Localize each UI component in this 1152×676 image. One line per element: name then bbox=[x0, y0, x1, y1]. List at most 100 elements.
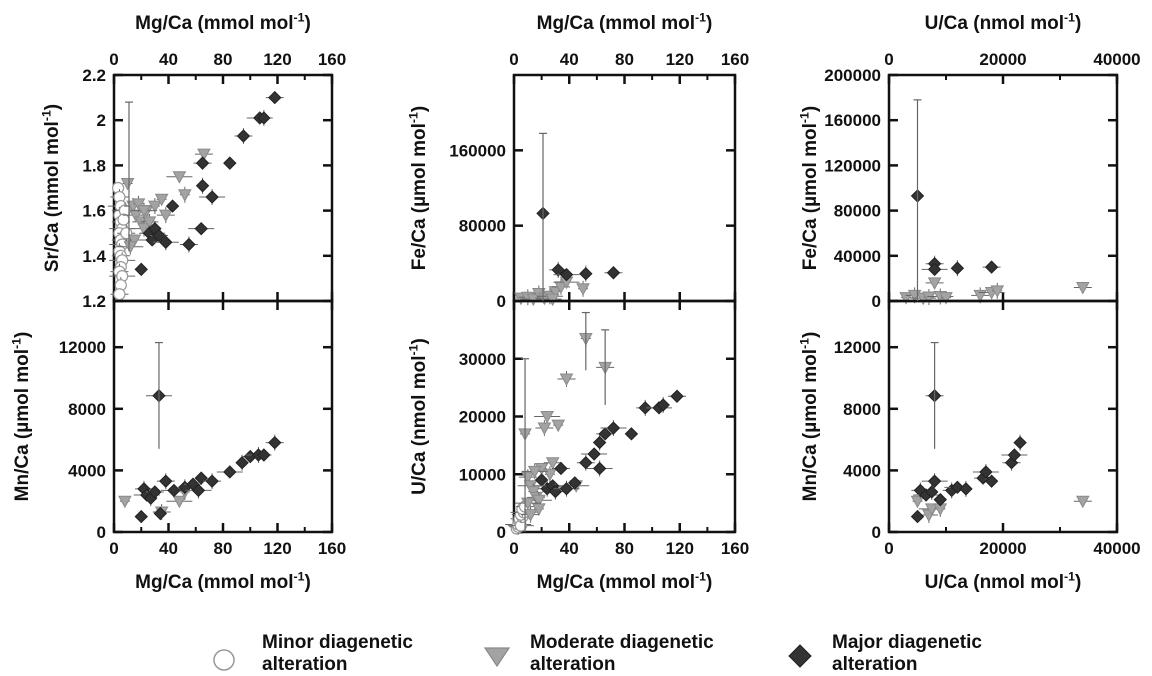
y-tick-label: 30000 bbox=[459, 350, 506, 369]
data-point-moderate bbox=[973, 289, 988, 303]
data-point-major bbox=[959, 482, 973, 496]
data-point-major bbox=[235, 455, 249, 470]
chart-panel-top-left: 0 40 80 120 160 1.2 1.4 1.6 1.8 2 2.2 bbox=[82, 50, 346, 311]
data-point-moderate bbox=[927, 277, 942, 290]
x-tick-label: 160 bbox=[318, 50, 346, 69]
x-tick-label: 0 bbox=[109, 539, 118, 558]
data-point-major bbox=[984, 474, 999, 488]
data-point-moderate bbox=[127, 234, 142, 248]
data-point-major bbox=[223, 465, 237, 479]
y-tick-label: 160000 bbox=[824, 111, 881, 130]
data-point-minor bbox=[113, 288, 126, 301]
data-point-moderate bbox=[543, 468, 557, 482]
y-tick-label: 8000 bbox=[843, 400, 881, 419]
y-tick-label: 120000 bbox=[824, 156, 881, 175]
data-point-moderate bbox=[537, 422, 552, 436]
x-axis-title: U/Ca (nmol mol-1) bbox=[925, 569, 1082, 593]
plot-frame bbox=[512, 73, 737, 303]
legend-item-major: Major diagenetic alteration bbox=[786, 632, 982, 676]
y-tick-label: 2.2 bbox=[82, 66, 106, 85]
x-tick-label: 80 bbox=[615, 50, 634, 69]
data-point-moderate bbox=[551, 419, 566, 433]
x-tick-label: 40 bbox=[159, 50, 178, 69]
data-point-moderate bbox=[158, 209, 173, 223]
x-tick-label: 40000 bbox=[1093, 50, 1140, 69]
data-point-moderate bbox=[526, 293, 541, 307]
data-point-major bbox=[910, 509, 925, 524]
x-axis-title: Mg/Ca (mmol mol-1) bbox=[537, 10, 713, 34]
data-point-major bbox=[152, 228, 166, 243]
data-point-major bbox=[598, 427, 612, 441]
y-tick-label: 1.6 bbox=[82, 202, 106, 221]
data-point-major bbox=[592, 435, 607, 450]
x-tick-label: 40 bbox=[560, 539, 579, 558]
data-point-major bbox=[979, 465, 993, 479]
legend-item-minor: Minor diagenetic alteration bbox=[210, 632, 413, 676]
x-tick-label: 40 bbox=[560, 50, 579, 69]
y-tick-label: 10000 bbox=[459, 465, 506, 484]
x-tick-label: 0 bbox=[509, 539, 518, 558]
data-point-major bbox=[1013, 435, 1027, 450]
data-point-major bbox=[559, 267, 574, 282]
y-tick-label: 0 bbox=[872, 292, 881, 311]
data-point-major bbox=[587, 447, 601, 461]
y-tick-label: 2 bbox=[97, 111, 106, 130]
y-tick-label: 0 bbox=[97, 523, 106, 542]
data-point-major bbox=[933, 492, 948, 507]
x-tick-label: 0 bbox=[509, 50, 518, 69]
y-tick-label: 20000 bbox=[459, 408, 506, 427]
data-point-major bbox=[268, 435, 282, 450]
data-point-moderate bbox=[1075, 495, 1090, 509]
y-tick-label: 4000 bbox=[843, 461, 881, 480]
y-tick-label: 1.4 bbox=[82, 247, 106, 266]
legend-item-moderate: Moderate diagenetic alteration bbox=[482, 632, 714, 676]
data-point-moderate bbox=[148, 200, 162, 214]
x-tick-label: 120 bbox=[263, 539, 291, 558]
data-point-moderate bbox=[154, 193, 169, 207]
data-point-moderate bbox=[172, 495, 187, 509]
data-point-major bbox=[551, 263, 565, 277]
y-tick-label: 0 bbox=[497, 292, 506, 311]
data-point-moderate bbox=[131, 198, 146, 211]
data-point-major bbox=[559, 481, 574, 496]
data-point-major bbox=[950, 480, 965, 495]
data-point-major bbox=[195, 156, 210, 170]
data-point-major bbox=[927, 474, 942, 488]
data-point-moderate bbox=[137, 205, 151, 218]
data-point-moderate bbox=[540, 411, 554, 424]
x-tick-label: 160 bbox=[721, 539, 749, 558]
data-point-moderate bbox=[924, 503, 939, 516]
data-point-major bbox=[165, 199, 180, 213]
x-tick-label: 0 bbox=[884, 50, 893, 69]
data-point-major bbox=[148, 485, 162, 499]
x-tick-label: 0 bbox=[884, 539, 893, 558]
data-point-major bbox=[624, 427, 639, 441]
data-point-moderate bbox=[576, 283, 590, 296]
y-tick-label: 80000 bbox=[834, 202, 881, 221]
data-point-major bbox=[134, 262, 148, 277]
data-point-moderate bbox=[118, 495, 132, 509]
x-tick-label: 160 bbox=[721, 50, 749, 69]
y-tick-label: 0 bbox=[497, 523, 506, 542]
data-point-major bbox=[257, 111, 271, 125]
data-point-major bbox=[195, 179, 210, 193]
data-point-major bbox=[191, 483, 206, 498]
y-axis-title: Mn/Ca (µmol mol-1) bbox=[9, 332, 33, 502]
chart-panel-top-middle: 0 40 80 120 160 0 80000 160000 bbox=[449, 50, 749, 311]
data-point-major bbox=[159, 474, 173, 488]
plot-frame bbox=[112, 73, 334, 303]
data-point-major bbox=[592, 461, 607, 476]
x-axis-title: U/Ca (nmol mol-1) bbox=[925, 10, 1082, 34]
data-point-major bbox=[554, 461, 568, 476]
data-point-moderate bbox=[197, 148, 211, 162]
x-tick-label: 40000 bbox=[1093, 539, 1140, 558]
x-tick-label: 20000 bbox=[979, 539, 1026, 558]
data-point-major bbox=[167, 483, 181, 498]
data-point-major bbox=[236, 129, 251, 143]
data-point-minor bbox=[117, 213, 130, 226]
legend-label-moderate: Moderate diagenetic alteration bbox=[530, 632, 714, 675]
plot-frame bbox=[887, 73, 1119, 303]
y-axis-title: Fe/Ca (µmol mol-1) bbox=[406, 106, 430, 270]
x-tick-label: 80 bbox=[214, 50, 233, 69]
data-point-major bbox=[656, 398, 670, 412]
